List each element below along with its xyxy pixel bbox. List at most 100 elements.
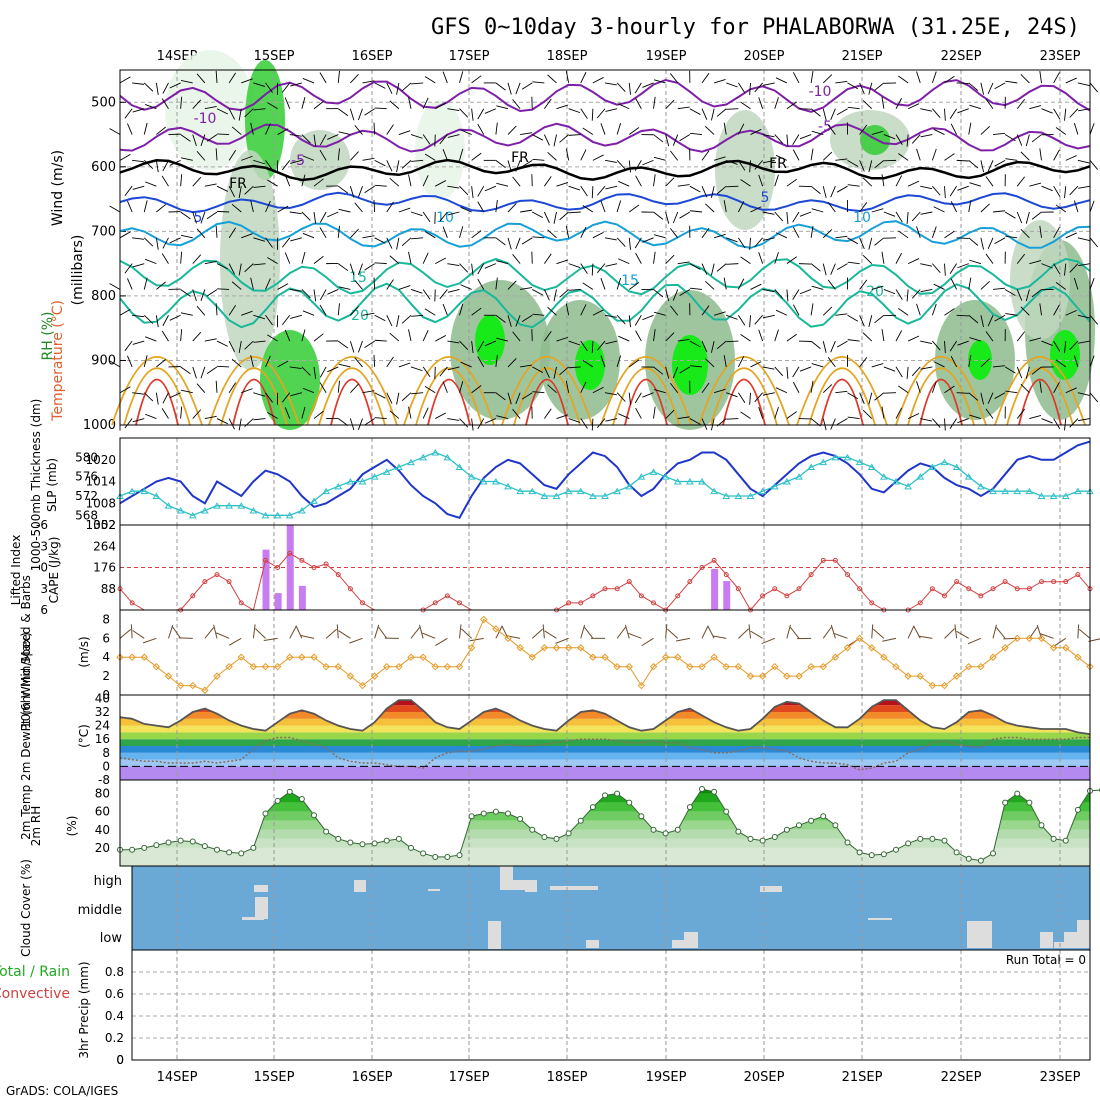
wind-barb [301, 134, 311, 144]
wind-barb [689, 185, 701, 193]
wind-speed-point [989, 653, 997, 661]
wind-barb [792, 381, 800, 393]
wind-barb [357, 418, 363, 430]
wind-barb [532, 391, 545, 394]
wind-barb [836, 185, 848, 193]
wind-barb [980, 280, 990, 290]
wind-barb [642, 314, 654, 321]
wind-barb [758, 329, 764, 342]
wind-barb [301, 174, 306, 187]
wind-tick-label: 2 [102, 669, 110, 683]
wind-barb [944, 230, 955, 239]
thickness-point [443, 453, 452, 461]
temperature-contour [119, 282, 1091, 329]
wind-barb [592, 231, 604, 239]
wind-barb [250, 122, 254, 135]
wind-barb [956, 82, 969, 84]
wind-barb [1069, 108, 1079, 118]
wind-barb [749, 160, 751, 173]
wind-barb [338, 131, 351, 135]
wind-barb [931, 226, 937, 238]
thickness-point [625, 482, 634, 490]
slp-tick-label: 1002 [85, 518, 116, 532]
precip-tick-label: 0 [116, 1053, 124, 1067]
wind-barb [374, 184, 387, 187]
wind-barb [496, 105, 509, 110]
wind-speed-point [722, 662, 730, 671]
rh-point [1014, 790, 1021, 797]
wind-barb [994, 314, 1006, 322]
thickness-point [940, 458, 949, 466]
wind-barb [244, 108, 254, 118]
wind-barb [469, 637, 484, 642]
wind-barb [301, 329, 306, 342]
wind-barb [726, 418, 739, 420]
rh-shading [1010, 220, 1070, 340]
thickness-point [128, 487, 137, 495]
cloud-bar [684, 932, 698, 948]
lifted-index-point [820, 557, 826, 563]
warm-contour [895, 356, 987, 426]
wind-barb [471, 152, 482, 161]
wind-barb [762, 134, 775, 138]
wind-barb [868, 82, 873, 95]
wind-barb [985, 253, 994, 264]
lifted-index-point [263, 557, 268, 563]
wind-barb [507, 315, 512, 327]
wind-barb [354, 125, 363, 135]
cape-bar [711, 568, 719, 610]
wind-barb [956, 237, 969, 239]
day-label: 18SEP [547, 1070, 588, 1085]
wind-barb [995, 627, 1006, 639]
wind-barb [616, 314, 626, 325]
wind-barb [653, 79, 666, 84]
wind-barb [386, 356, 394, 368]
wind-barb [547, 384, 557, 394]
wind-barb [726, 263, 739, 265]
rh-point [699, 786, 705, 793]
wind-barb [822, 384, 833, 394]
rh-point [844, 839, 851, 846]
contour-label: 10 [853, 210, 871, 226]
wind-barb [396, 237, 400, 250]
cape-bar [274, 593, 282, 610]
wind-barb [484, 263, 497, 269]
wind-barb [477, 263, 485, 275]
thickness-point [770, 482, 779, 490]
wind-barb [169, 237, 181, 244]
wind-speed-point [443, 662, 452, 671]
wind-barb [1029, 182, 1042, 187]
wind-barb [180, 134, 191, 142]
wind-barb [424, 385, 436, 394]
wind-barb [250, 355, 254, 368]
wind-barb [616, 626, 626, 639]
wind-barb [737, 237, 746, 249]
wind-barb [290, 159, 302, 164]
wind-barb [1029, 260, 1042, 265]
wind-barb [192, 409, 202, 419]
wind-barb [1073, 355, 1079, 368]
wind-speed-point [419, 653, 427, 661]
wind-barb [911, 366, 921, 377]
wind-speed-point [698, 662, 706, 671]
wind-barb [543, 134, 550, 146]
rh-point [602, 792, 608, 799]
wind-barb [792, 211, 800, 223]
wind-barb [689, 418, 701, 425]
temperature-band [120, 752, 1090, 760]
rh2m-unit-label: (%) [65, 816, 79, 837]
cloud-bar [1040, 932, 1053, 948]
temperature-band [120, 718, 1090, 726]
wind-tick-label: 8 [102, 612, 110, 626]
rh-point [492, 808, 499, 815]
wind-barb [447, 366, 460, 371]
wind-barb [155, 160, 159, 173]
wind-barb [726, 185, 739, 188]
cloud-background [132, 866, 1090, 950]
pressure-tick-label: 600 [91, 160, 116, 175]
wind-barb [442, 381, 448, 393]
thickness-point [407, 458, 415, 466]
precip-convective-label: Convective [0, 986, 70, 1002]
wind-barb [987, 160, 994, 172]
wind-barb [507, 82, 512, 95]
